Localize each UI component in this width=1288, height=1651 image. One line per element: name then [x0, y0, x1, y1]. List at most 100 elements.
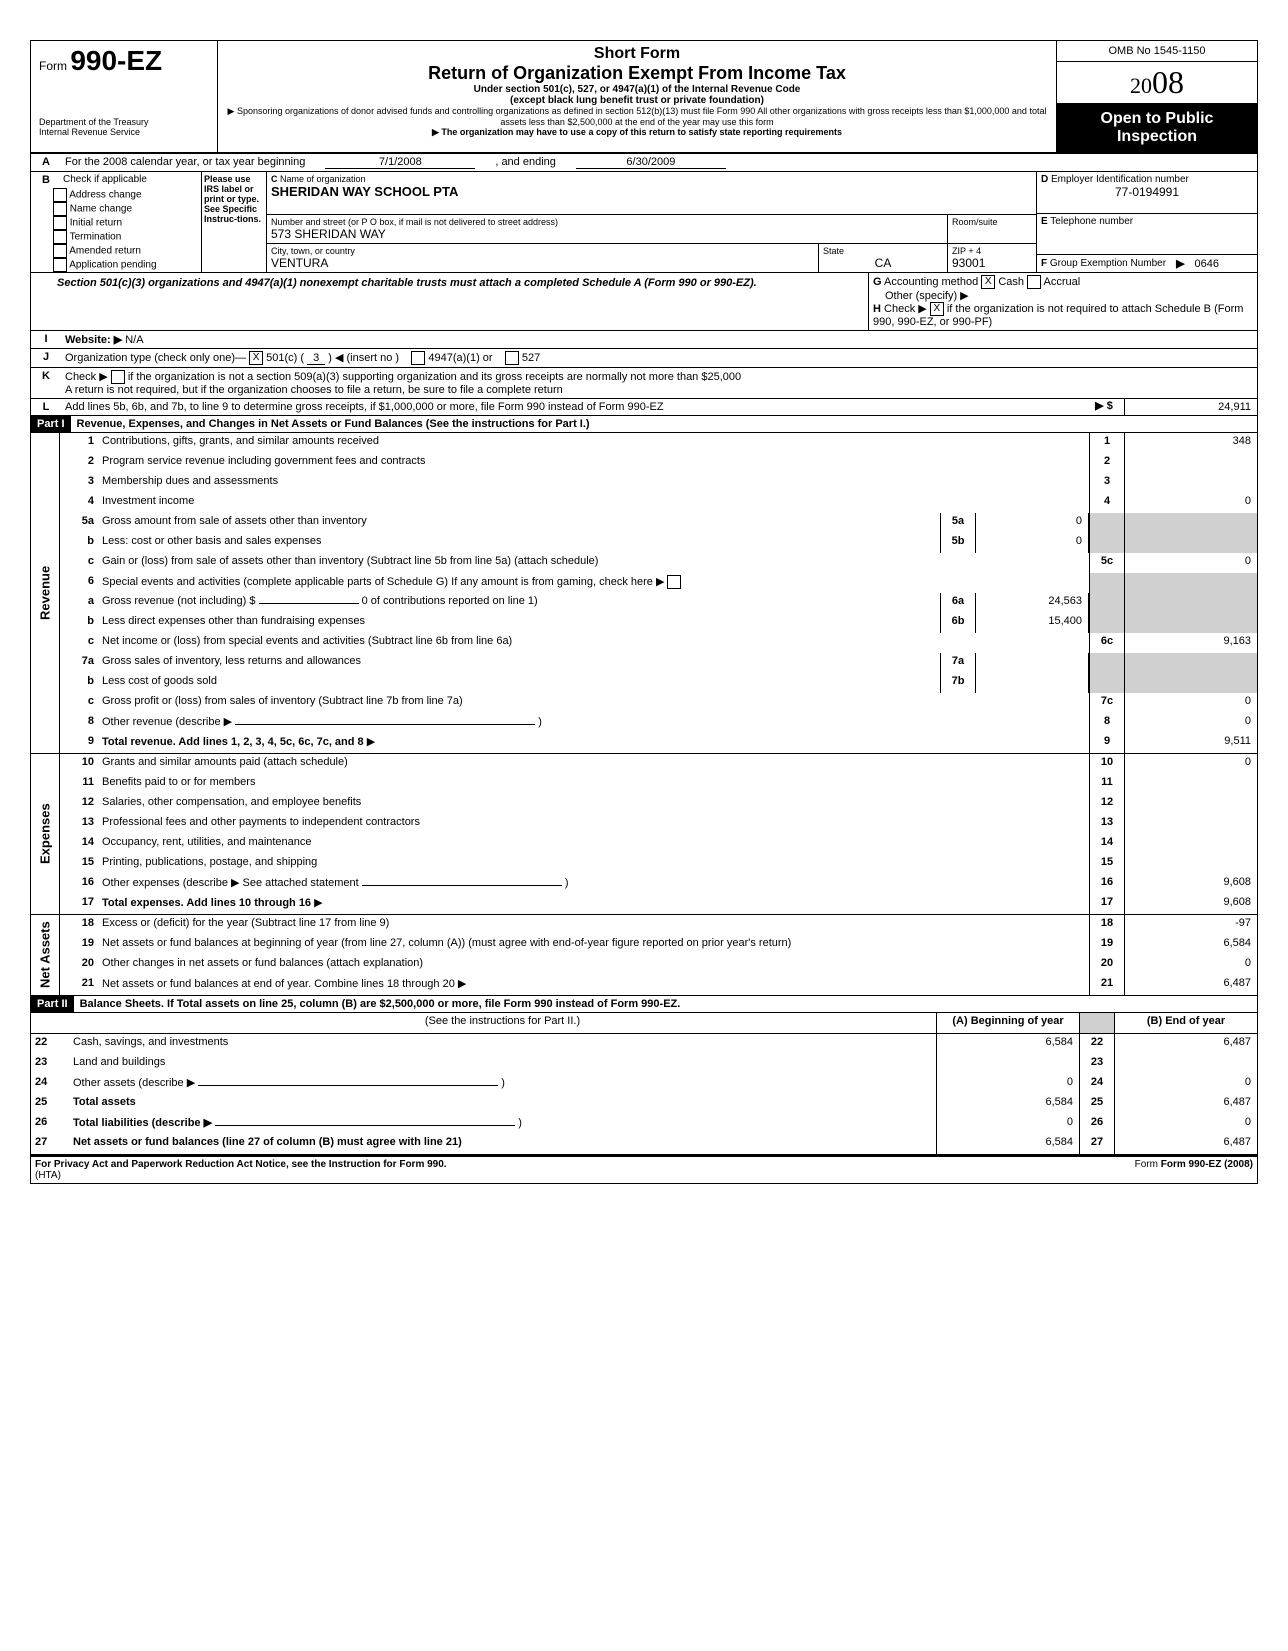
line16-val[interactable]: 9,608 — [1125, 874, 1257, 894]
letter-l: L — [31, 399, 61, 415]
bs23-b[interactable] — [1115, 1054, 1257, 1074]
line8-val[interactable]: 0 — [1125, 713, 1257, 733]
sponsor-note: ▶ Sponsoring organizations of donor advi… — [222, 106, 1052, 127]
cb-509a3[interactable] — [111, 370, 125, 384]
org-address[interactable]: 573 SHERIDAN WAY — [271, 227, 943, 241]
line4-val[interactable]: 0 — [1125, 493, 1257, 513]
tax-year-begin[interactable]: 7/1/2008 — [325, 156, 475, 169]
cb-amended[interactable]: Amended return — [53, 244, 201, 258]
bs27-desc: Net assets or fund balances (line 27 of … — [73, 1136, 462, 1148]
line6c-val[interactable]: 9,163 — [1125, 633, 1257, 653]
line17-val[interactable]: 9,608 — [1125, 894, 1257, 914]
bs25-a[interactable]: 6,584 — [936, 1094, 1079, 1114]
box-d: D Employer Identification number 77-0194… — [1037, 172, 1257, 214]
check-if-applicable: Check if applicable — [61, 172, 149, 188]
line6a-val[interactable]: 24,563 — [976, 593, 1089, 613]
line6-desc: Special events and activities (complete … — [98, 573, 1089, 593]
org-name[interactable]: SHERIDAN WAY SCHOOL PTA — [271, 184, 1032, 199]
form-footer-label: Form — [1135, 1159, 1161, 1170]
line13-val[interactable] — [1125, 814, 1257, 834]
line1-val[interactable]: 348 — [1125, 433, 1257, 453]
bs26-a[interactable]: 0 — [936, 1114, 1079, 1134]
addr-row: Number and street (or P O box, if mail i… — [267, 215, 1036, 244]
line2-val[interactable] — [1125, 453, 1257, 473]
cb-schedule-b[interactable]: X — [930, 302, 944, 316]
omb-number: OMB No 1545-1150 — [1057, 41, 1257, 62]
org-name-box: C Name of organization SHERIDAN WAY SCHO… — [267, 172, 1036, 215]
bs24-b[interactable]: 0 — [1115, 1074, 1257, 1094]
ein-value[interactable]: 77-0194991 — [1041, 185, 1253, 199]
row-h: H Check ▶ X if the organization is not r… — [873, 302, 1253, 328]
letter-d: D — [1041, 174, 1048, 185]
line21-val[interactable]: 6,487 — [1125, 975, 1257, 995]
line5a-val[interactable]: 0 — [976, 513, 1089, 533]
bs23-a[interactable] — [936, 1054, 1079, 1074]
line3-val[interactable] — [1125, 473, 1257, 493]
col-gh: G Accounting method X Cash Accrual Other… — [869, 273, 1257, 330]
line6b-val[interactable]: 15,400 — [976, 613, 1089, 633]
line10-val[interactable]: 0 — [1125, 754, 1257, 774]
cb-501c[interactable]: X — [249, 351, 263, 365]
cb-name-change[interactable]: Name change — [53, 202, 201, 216]
501c-number[interactable]: 3 — [307, 352, 325, 365]
cb-4947[interactable] — [411, 351, 425, 365]
arrow-icon: ▶ — [1176, 257, 1184, 270]
cb-application[interactable]: Application pending — [53, 258, 201, 272]
line5b-val[interactable]: 0 — [976, 533, 1089, 553]
line15-val[interactable] — [1125, 854, 1257, 874]
org-state[interactable]: CA — [823, 256, 943, 270]
line6b-desc: Less direct expenses other than fundrais… — [98, 613, 940, 633]
group-exemption-value[interactable]: 0646 — [1195, 258, 1219, 270]
cb-527[interactable] — [505, 351, 519, 365]
city-label: City, town, or country — [271, 246, 814, 256]
letter-h: H — [873, 303, 881, 315]
cb-label-2: Initial return — [70, 218, 122, 229]
cb-gaming[interactable] — [667, 575, 681, 589]
year-suffix: 08 — [1152, 64, 1184, 100]
bs27-a[interactable]: 6,584 — [936, 1134, 1079, 1154]
right-header-box: OMB No 1545-1150 2008 Open to Public Ins… — [1057, 41, 1257, 152]
cb-initial-return[interactable]: Initial return — [53, 216, 201, 230]
phone-label: Telephone number — [1050, 216, 1133, 227]
bs22-b[interactable]: 6,487 — [1115, 1034, 1257, 1054]
line11-val[interactable] — [1125, 774, 1257, 794]
org-city[interactable]: VENTURA — [271, 256, 814, 270]
line7c-val[interactable]: 0 — [1125, 693, 1257, 713]
bs25-b[interactable]: 6,487 — [1115, 1094, 1257, 1114]
line20-val[interactable]: 0 — [1125, 955, 1257, 975]
cb-address-change[interactable]: Address change — [53, 188, 201, 202]
name-label: Name of organization — [280, 174, 366, 184]
netassets-side-label: Net Assets — [30, 915, 60, 995]
cb-label-3: Termination — [70, 232, 122, 243]
tax-year-end[interactable]: 6/30/2009 — [576, 156, 726, 169]
line10-desc: Grants and similar amounts paid (attach … — [98, 754, 1089, 774]
accounting-label: Accounting method — [884, 276, 978, 288]
cb-cash[interactable]: X — [981, 275, 995, 289]
row-a-text: For the 2008 calendar year, or tax year … — [65, 156, 305, 169]
line7a-val[interactable] — [976, 653, 1089, 673]
ending-label: , and ending — [495, 156, 556, 169]
cb-accrual[interactable] — [1027, 275, 1041, 289]
revenue-side-label: Revenue — [30, 433, 60, 753]
line5c-val[interactable]: 0 — [1125, 553, 1257, 573]
line12-val[interactable] — [1125, 794, 1257, 814]
line6-txt: Special events and activities (complete … — [102, 576, 664, 588]
line19-val[interactable]: 6,584 — [1125, 935, 1257, 955]
line7b-val[interactable] — [976, 673, 1089, 693]
website-value[interactable]: N/A — [125, 334, 143, 346]
bs26-b[interactable]: 0 — [1115, 1114, 1257, 1134]
line15-desc: Printing, publications, postage, and shi… — [98, 854, 1089, 874]
cb-termination[interactable]: Termination — [53, 230, 201, 244]
line18-val[interactable]: -97 — [1125, 915, 1257, 935]
copy-note: ▶ The organization may have to use a cop… — [222, 127, 1052, 138]
bs24-a[interactable]: 0 — [936, 1074, 1079, 1094]
gross-receipts[interactable]: 24,911 — [1124, 399, 1257, 415]
org-type-row: Organization type (check only one)— X 50… — [61, 349, 1257, 367]
bs22-desc: Cash, savings, and investments — [69, 1034, 936, 1054]
line9-val[interactable]: 9,511 — [1125, 733, 1257, 753]
bs22-a[interactable]: 6,584 — [936, 1034, 1079, 1054]
org-zip[interactable]: 93001 — [952, 256, 1032, 270]
bs27-b[interactable]: 6,487 — [1115, 1134, 1257, 1154]
line14-val[interactable] — [1125, 834, 1257, 854]
bs25-desc: Total assets — [73, 1096, 136, 1108]
